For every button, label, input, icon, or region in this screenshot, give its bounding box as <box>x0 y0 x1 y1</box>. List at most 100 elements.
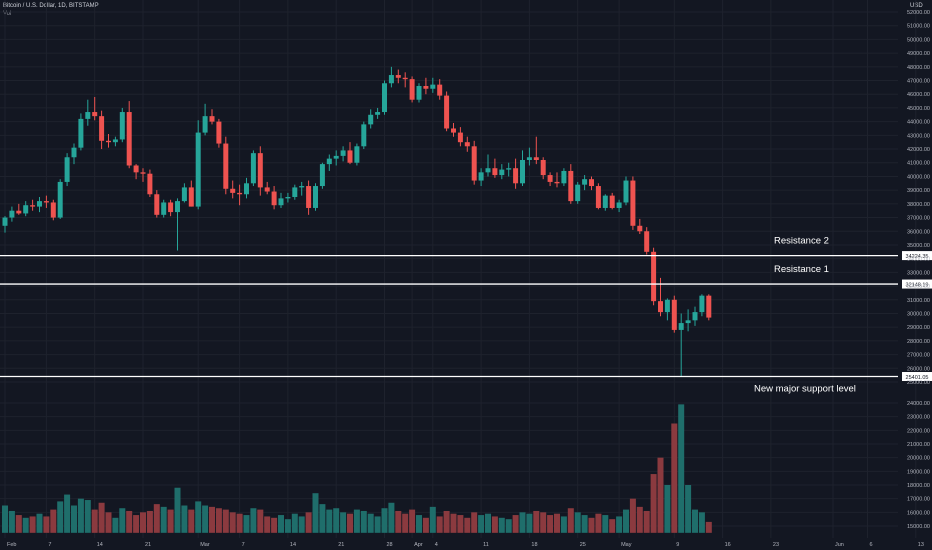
candle-body <box>388 75 394 84</box>
price-tick-label: 36000.00 <box>907 229 930 235</box>
candle-body <box>416 86 422 100</box>
candle-body <box>644 231 650 252</box>
volume-bar <box>243 515 250 533</box>
price-tick-label: 25000.00 <box>907 380 930 386</box>
time-tick-label: Jun <box>835 542 844 548</box>
candle-body <box>161 202 167 215</box>
price-tick-label: 38000.00 <box>907 202 930 208</box>
volume-bar <box>360 510 367 533</box>
volume-tick-label: 19000.00 <box>907 469 930 475</box>
volume-bar <box>202 505 209 533</box>
candle-body <box>651 251 657 302</box>
price-tick-label: 46000.00 <box>907 92 930 98</box>
volume-bar <box>333 508 340 533</box>
volume-bar <box>229 512 236 533</box>
candle-body <box>264 187 270 192</box>
price-tick-label: 27000.00 <box>907 353 930 359</box>
candle-body <box>85 112 91 119</box>
volume-bar <box>409 509 416 533</box>
volume-bar <box>146 510 153 533</box>
volume-bar <box>91 509 98 533</box>
time-tick-label: 16 <box>725 542 731 548</box>
volume-bar <box>609 519 616 533</box>
candle-body <box>582 179 588 185</box>
volume-bar <box>133 515 140 533</box>
candle-body <box>609 195 615 208</box>
candle-body <box>168 202 174 213</box>
volume-bar <box>71 505 77 533</box>
volume-bar <box>664 485 671 533</box>
price-tick-label: 43000.00 <box>907 133 930 139</box>
price-tick-label: 30000.00 <box>907 311 930 317</box>
candle-body <box>16 210 22 214</box>
time-tick-label: 21 <box>338 542 344 548</box>
volume-bar <box>312 493 319 533</box>
volume-bar <box>291 513 298 533</box>
candle-body <box>257 153 263 188</box>
volume-bar <box>554 513 560 533</box>
volume-bar <box>540 512 547 533</box>
volume-bar <box>43 516 50 533</box>
time-tick-label: 13 <box>918 542 924 548</box>
candle-body <box>2 217 8 226</box>
volume-indicator-label[interactable]: Vol <box>3 11 12 17</box>
candle-body <box>271 191 277 206</box>
price-tick-label: 50000.00 <box>907 37 930 43</box>
volume-bar <box>422 517 429 533</box>
volume-bar <box>57 501 64 533</box>
candle-body <box>602 195 608 208</box>
candle-body <box>568 170 574 202</box>
volume-bar <box>347 513 353 533</box>
volume-bar <box>623 509 629 533</box>
volume-bar <box>457 515 464 533</box>
volume-tick-label: 17000.00 <box>907 497 930 503</box>
candle-body <box>485 168 491 173</box>
time-tick-label: Apr <box>414 542 423 548</box>
volume-bar <box>505 519 512 533</box>
volume-bar <box>602 515 609 533</box>
candle-body <box>216 121 222 144</box>
candle-body <box>92 112 98 117</box>
time-tick-label: Mar <box>200 542 210 548</box>
volume-bar <box>429 506 436 533</box>
candle-body <box>630 180 636 226</box>
volume-bar <box>264 516 271 533</box>
volume-bar <box>381 508 388 533</box>
time-tick-label: 4 <box>435 542 438 548</box>
volume-bar <box>705 521 712 533</box>
time-tick-label: 14 <box>97 542 103 548</box>
volume-bar <box>402 513 409 533</box>
candle-body <box>292 187 298 197</box>
candle-body <box>547 175 553 182</box>
candle-body <box>278 198 284 206</box>
time-tick-label: May <box>621 542 632 548</box>
volume-bar <box>533 510 540 533</box>
candle-body <box>368 114 374 125</box>
volume-bar <box>22 517 29 533</box>
candle-body <box>595 186 601 208</box>
volume-tick-label: 15000.00 <box>907 524 930 530</box>
candle-body <box>526 157 532 160</box>
currency-label: USD <box>910 3 923 9</box>
candle-body <box>319 164 325 187</box>
price-tick-label: 33000.00 <box>907 270 930 276</box>
volume-bar <box>464 517 471 533</box>
candle-body <box>382 83 387 113</box>
candle-body <box>223 143 229 189</box>
candle-body <box>195 132 201 207</box>
candle-body <box>99 116 105 141</box>
volume-bar <box>174 487 181 533</box>
volume-bar <box>36 513 43 533</box>
volume-bar <box>340 512 347 533</box>
volume-bar <box>657 457 664 533</box>
candle-body <box>244 183 249 195</box>
candle-body <box>333 155 339 159</box>
candle-body <box>299 186 305 188</box>
volume-bar <box>595 513 602 533</box>
volume-bar <box>305 512 312 533</box>
volume-bar <box>222 509 229 533</box>
candle-body <box>9 210 15 218</box>
candle-body <box>340 150 346 156</box>
candle-body <box>692 312 698 321</box>
